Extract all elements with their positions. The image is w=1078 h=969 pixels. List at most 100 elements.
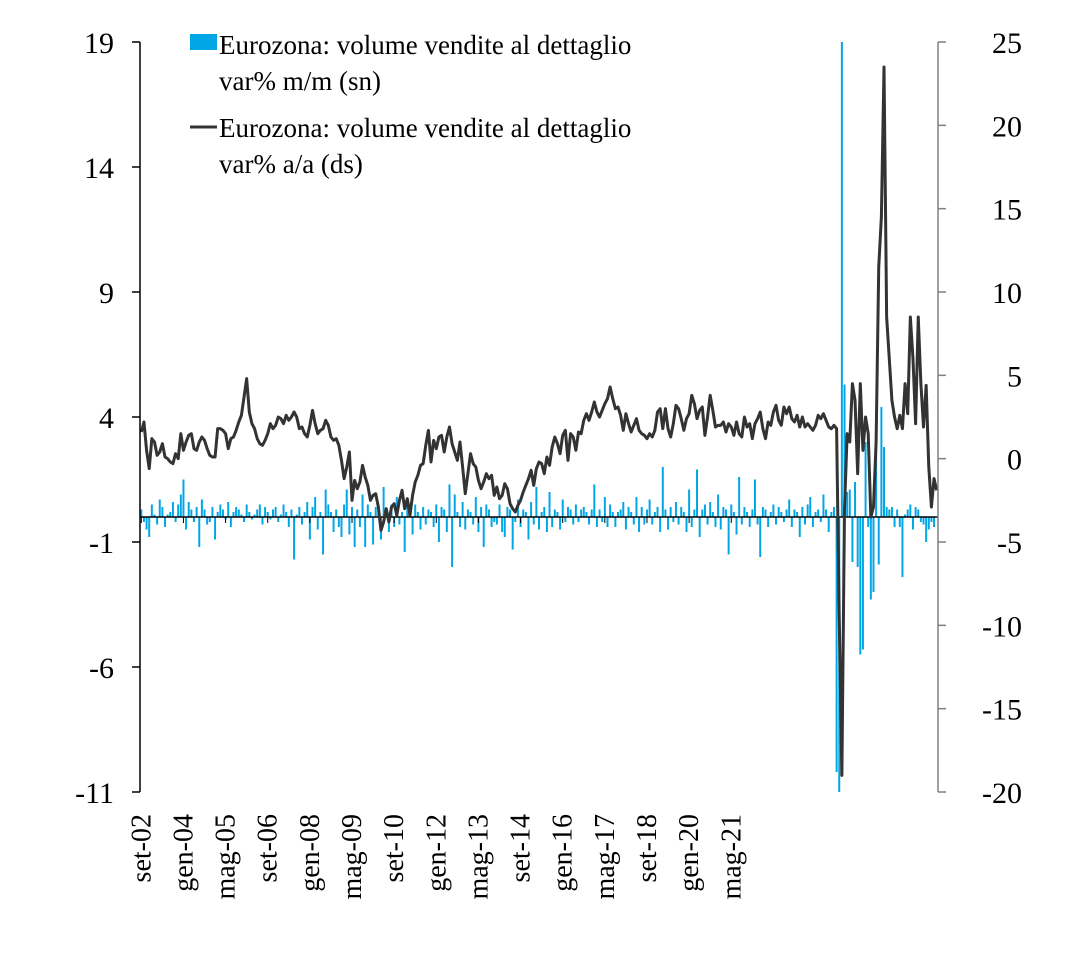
bar	[706, 517, 709, 525]
bar	[761, 507, 764, 517]
bar	[767, 517, 770, 527]
bar	[187, 502, 190, 517]
bar	[788, 499, 791, 517]
bar	[698, 517, 701, 537]
bar	[198, 517, 201, 547]
bar	[643, 517, 646, 525]
right-tick-label: 0	[1007, 444, 1022, 477]
x-axis: set-02 gen-04 mag-05 set-06 gen-08 mag-09 set-…	[126, 517, 747, 900]
bar	[801, 507, 804, 517]
x-tick-label: gen-04	[168, 814, 199, 892]
bar	[511, 517, 514, 550]
bar	[672, 517, 675, 522]
bar	[561, 499, 564, 517]
bar	[667, 517, 670, 530]
bar	[501, 517, 504, 532]
bar	[653, 512, 656, 517]
x-tick-label: gen-16	[548, 814, 579, 892]
left-tick-label: 9	[99, 277, 114, 310]
bar	[743, 507, 746, 517]
bar	[927, 517, 930, 530]
bar	[211, 507, 214, 517]
bar	[693, 509, 696, 517]
bar	[543, 507, 546, 517]
bar	[822, 494, 825, 517]
bar	[782, 517, 785, 522]
bar	[440, 507, 443, 517]
bar	[290, 509, 293, 517]
bar	[877, 517, 880, 565]
bar	[830, 512, 833, 517]
bar	[595, 517, 598, 527]
right-tick-label: -10	[982, 610, 1022, 643]
bar	[274, 507, 277, 517]
bar	[250, 517, 253, 520]
bar	[459, 517, 461, 527]
bar	[527, 517, 530, 540]
left-tick-label: -1	[89, 527, 114, 560]
bar	[585, 512, 588, 517]
bar	[574, 504, 577, 517]
bar	[474, 497, 477, 517]
bar	[514, 517, 517, 522]
bar	[485, 504, 488, 517]
bar	[804, 517, 806, 525]
bar	[161, 507, 164, 517]
bar	[490, 517, 493, 527]
x-tick-label: mag-21	[716, 814, 747, 900]
legend-bar-swatch	[190, 34, 217, 50]
bar	[177, 504, 180, 517]
bar	[711, 512, 714, 517]
bar	[619, 509, 622, 517]
x-tick-label: set-06	[253, 814, 284, 882]
bar	[319, 512, 322, 517]
bar	[237, 509, 240, 517]
bar	[174, 517, 177, 522]
bar	[461, 502, 464, 517]
bar	[451, 517, 454, 567]
bar	[577, 517, 580, 522]
bar	[495, 517, 498, 525]
bar	[153, 514, 156, 517]
bar	[896, 509, 899, 517]
bar	[590, 509, 593, 517]
x-tick-label: set-02	[126, 814, 157, 882]
right-tick-label: 25	[992, 27, 1022, 60]
bar	[401, 512, 404, 517]
bar	[867, 517, 870, 527]
bar	[748, 517, 751, 527]
bar	[682, 512, 685, 517]
bar	[245, 504, 248, 517]
bar	[148, 517, 151, 537]
bar	[827, 517, 830, 532]
bar	[772, 504, 775, 517]
bar	[614, 517, 617, 527]
bar	[340, 517, 343, 537]
bar	[680, 507, 683, 517]
bar	[843, 384, 846, 517]
right-tick-label: 5	[1007, 360, 1022, 393]
bar	[185, 517, 188, 530]
bar	[269, 517, 272, 520]
bar	[206, 517, 209, 525]
bar	[854, 482, 857, 517]
bar	[651, 517, 654, 525]
bar	[158, 499, 161, 517]
bar	[456, 512, 459, 517]
bar	[480, 507, 483, 517]
bar	[611, 512, 614, 517]
x-tick-label: mag-09	[337, 814, 368, 900]
bar	[674, 502, 677, 517]
bar	[216, 512, 219, 517]
bar	[443, 509, 446, 517]
bar	[688, 489, 691, 517]
bar	[219, 504, 222, 517]
bar	[898, 517, 901, 527]
bar	[648, 499, 651, 517]
bar	[522, 509, 525, 517]
bar	[793, 509, 796, 517]
bar	[796, 512, 799, 517]
bar	[227, 502, 230, 517]
bar	[669, 507, 672, 517]
bar	[759, 517, 762, 557]
